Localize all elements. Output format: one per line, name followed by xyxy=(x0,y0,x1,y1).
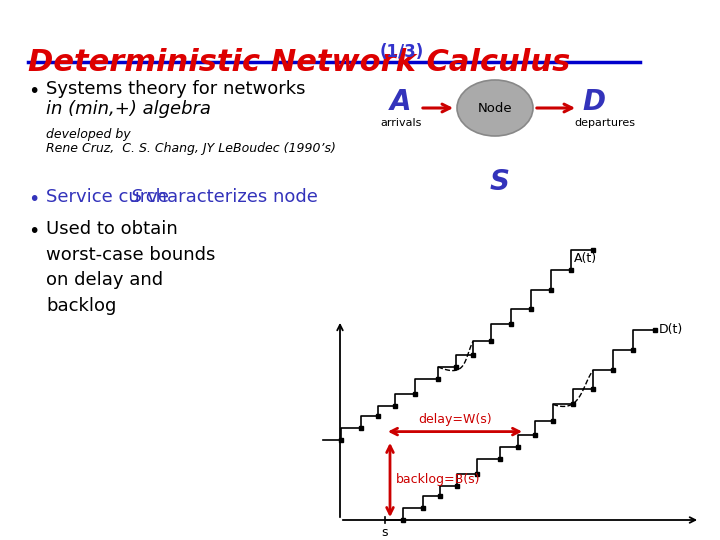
Text: S: S xyxy=(490,168,510,196)
Text: •: • xyxy=(28,222,40,241)
Text: in (min,+) algebra: in (min,+) algebra xyxy=(46,100,211,118)
Text: Node: Node xyxy=(477,102,513,114)
Text: S: S xyxy=(130,188,142,206)
Text: D(t): D(t) xyxy=(659,323,683,336)
Text: (1/3): (1/3) xyxy=(380,43,424,61)
Text: A(t): A(t) xyxy=(574,252,597,265)
Text: departures: departures xyxy=(574,118,635,128)
Text: Rene Cruz,  C. S. Chang, JY LeBoudec (1990’s): Rene Cruz, C. S. Chang, JY LeBoudec (199… xyxy=(46,142,336,155)
Text: Service curve: Service curve xyxy=(46,188,175,206)
Text: D: D xyxy=(582,88,605,116)
Text: developed by: developed by xyxy=(46,128,130,141)
Text: Systems theory for networks: Systems theory for networks xyxy=(46,80,305,98)
Ellipse shape xyxy=(457,80,533,136)
Text: s: s xyxy=(382,526,388,539)
Text: Used to obtain
worst-case bounds
on delay and
backlog: Used to obtain worst-case bounds on dela… xyxy=(46,220,215,315)
Text: backlog=B(s): backlog=B(s) xyxy=(396,474,480,487)
Text: Deterministic Network Calculus: Deterministic Network Calculus xyxy=(28,48,570,77)
Text: characterizes node: characterizes node xyxy=(140,188,318,206)
Text: •: • xyxy=(28,82,40,101)
Text: •: • xyxy=(28,190,40,209)
Text: arrivals: arrivals xyxy=(380,118,421,128)
Text: A: A xyxy=(390,88,412,116)
Text: delay=W(s): delay=W(s) xyxy=(418,413,492,426)
